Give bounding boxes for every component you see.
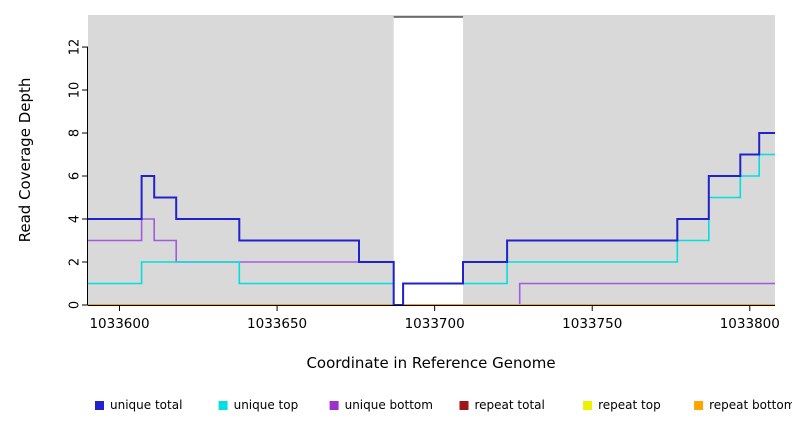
legend-swatch-unique-bottom	[329, 401, 339, 410]
legend-swatch-unique-total	[95, 401, 104, 410]
legend-label: unique top	[234, 398, 299, 412]
legend-swatch-repeat-bottom	[694, 401, 704, 410]
legend-swatch-repeat-top	[583, 401, 593, 410]
y-tick-label: 12	[68, 39, 83, 56]
y-tick-label: 4	[68, 215, 83, 223]
x-tick-label: 1033700	[405, 316, 465, 332]
series-unique-bottom	[88, 218, 775, 306]
series-unique-top	[88, 153, 775, 306]
y-tick-label: 0	[68, 301, 83, 309]
y-tick-label: 2	[68, 258, 83, 266]
legend-swatch-unique-top	[218, 401, 228, 410]
highlight-region	[393, 17, 464, 305]
legend-swatch-repeat-total	[459, 401, 469, 410]
y-tick-label: 8	[68, 129, 83, 137]
legend-label: unique total	[110, 398, 182, 412]
x-axis-title: Coordinate in Reference Genome	[306, 354, 555, 372]
legend-label: unique bottom	[345, 398, 433, 412]
y-tick-label: 10	[68, 82, 83, 99]
legend-label: repeat bottom	[709, 398, 792, 412]
legend-label: repeat total	[475, 398, 545, 412]
series-unique-total	[88, 132, 775, 306]
x-tick-label: 1033600	[89, 316, 149, 332]
x-tick-label: 1033800	[720, 316, 780, 332]
x-tick-label: 1033650	[247, 316, 307, 332]
legend-label: repeat top	[598, 398, 661, 412]
x-tick-label: 1033750	[562, 316, 622, 332]
y-tick-label: 6	[68, 172, 83, 180]
y-axis-title: Read Coverage Depth	[16, 78, 34, 243]
